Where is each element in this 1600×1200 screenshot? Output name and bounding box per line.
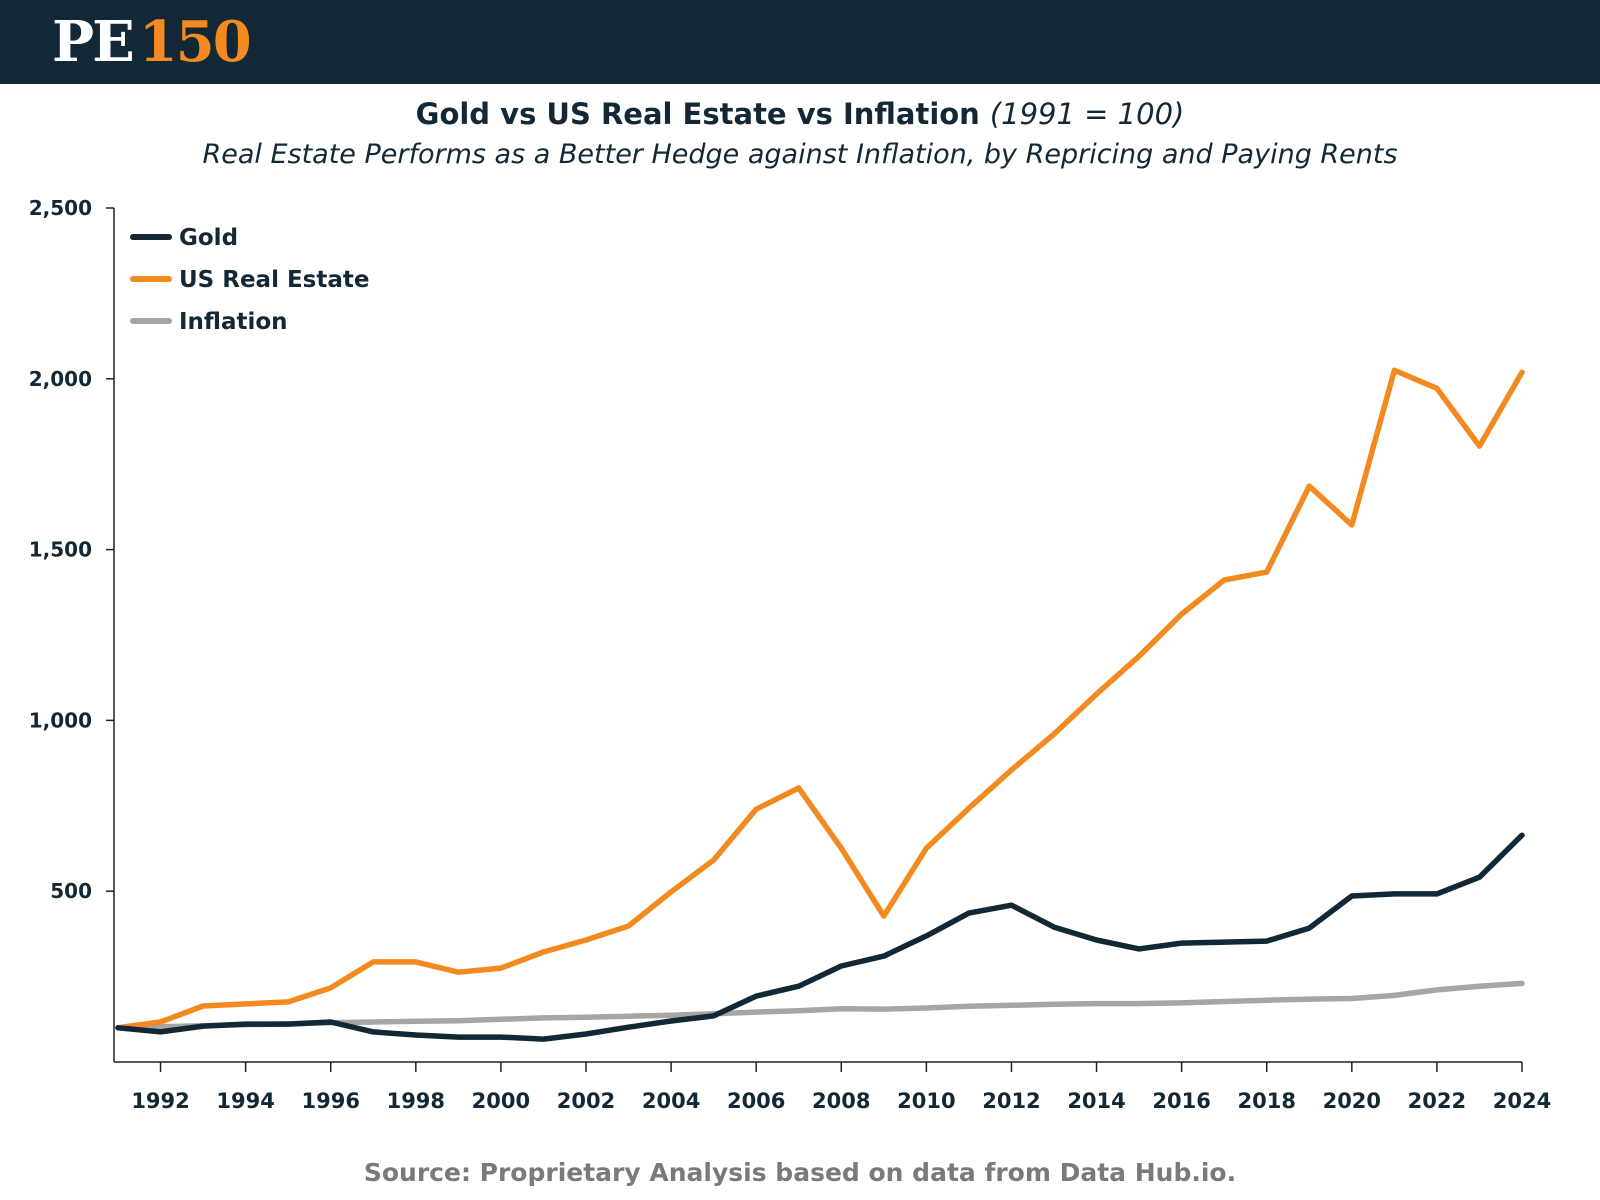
chart-title-note: (1991 = 100): [989, 97, 1185, 131]
y-tick-label: 500: [50, 879, 92, 903]
x-tick-label: 1996: [302, 1089, 360, 1113]
x-tick-label: 2014: [1067, 1089, 1125, 1113]
y-tick-label: 1,000: [29, 708, 92, 732]
series-lines: [115, 367, 1525, 1042]
logo-number: 150: [138, 9, 252, 75]
x-tick-label: 2012: [982, 1089, 1040, 1113]
chart-subtitle: Real Estate Performs as a Better Hedge a…: [202, 139, 1398, 170]
y-tick-label: 2,000: [29, 367, 92, 391]
x-tick-label: 2018: [1238, 1089, 1296, 1113]
x-tick-label: 2000: [472, 1089, 530, 1113]
source-note: Source: Proprietary Analysis based on da…: [363, 1158, 1237, 1187]
x-tick-label: 2020: [1323, 1089, 1381, 1113]
chart-title-row: Gold vs US Real Estate vs Inflation (1991…: [0, 96, 1600, 132]
chart-title: Gold vs US Real Estate vs Inflation: [415, 97, 980, 131]
x-tick-label: 2006: [727, 1089, 785, 1113]
x-tick-label: 2010: [897, 1089, 955, 1113]
y-tick-label: 2,500: [29, 196, 92, 220]
axes: 500 1,000 1,500 2,000 2,500 1992 1994 1996 1998 2…: [29, 196, 1551, 1113]
x-tick-label: 1994: [216, 1089, 274, 1113]
y-tick-label: 1,500: [29, 538, 92, 562]
x-tick-label: 2024: [1493, 1089, 1551, 1113]
series-line-gold: [115, 832, 1525, 1042]
x-tick-label: 2022: [1408, 1089, 1466, 1113]
x-tick-label: 2008: [812, 1089, 870, 1113]
header-bar: PE 150: [0, 0, 1600, 84]
x-tick-label: 1992: [131, 1089, 189, 1113]
series-line-inflation: [115, 980, 1525, 1031]
series-line-us-real-estate: [115, 367, 1525, 1031]
x-tick-label: 2004: [642, 1089, 700, 1113]
legend: Gold US Real Estate Inflation: [130, 225, 369, 335]
legend-label-inflation: Inflation: [179, 309, 288, 335]
x-tick-label: 2016: [1152, 1089, 1210, 1113]
legend-label-gold: Gold: [179, 225, 238, 251]
legend-label-us-real-estate: US Real Estate: [179, 267, 369, 293]
x-tick-label: 2002: [557, 1089, 615, 1113]
x-tick-label: 1998: [387, 1089, 445, 1113]
logo-pe: PE: [52, 9, 135, 75]
logo: PE 150: [52, 9, 252, 75]
